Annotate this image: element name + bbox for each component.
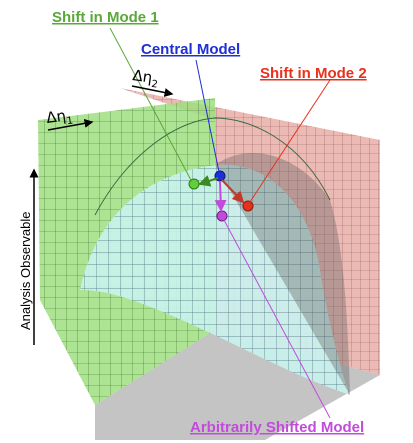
arbitrarily-shifted-model-label: Arbitrarily Shifted Model <box>190 419 364 436</box>
mode2-leader <box>249 79 331 203</box>
mode1-leader <box>109 27 193 183</box>
central-leader <box>195 59 220 173</box>
mode1-arrow <box>198 175 219 187</box>
arbitrary-leader <box>223 219 331 419</box>
shift-mode-1-label: Shift in Mode 1 <box>52 9 159 26</box>
central-model-label: Central Model <box>141 41 240 58</box>
eta1-label: Δη1 <box>45 105 74 129</box>
mode1-point <box>188 178 200 190</box>
arbitrary-point <box>216 210 228 222</box>
eta2-axis-arrow <box>131 85 174 97</box>
eta1-axis-arrow <box>47 118 94 131</box>
shift-mode-2-label: Shift in Mode 2 <box>260 65 367 82</box>
eta2-label: Δη2 <box>131 66 160 90</box>
mode2-point <box>242 200 254 212</box>
arbitrary-arrow <box>214 180 227 212</box>
mode2-arrow <box>221 179 245 204</box>
model-surface <box>80 117 350 395</box>
y-axis-label: Analysis Observable <box>18 212 33 331</box>
